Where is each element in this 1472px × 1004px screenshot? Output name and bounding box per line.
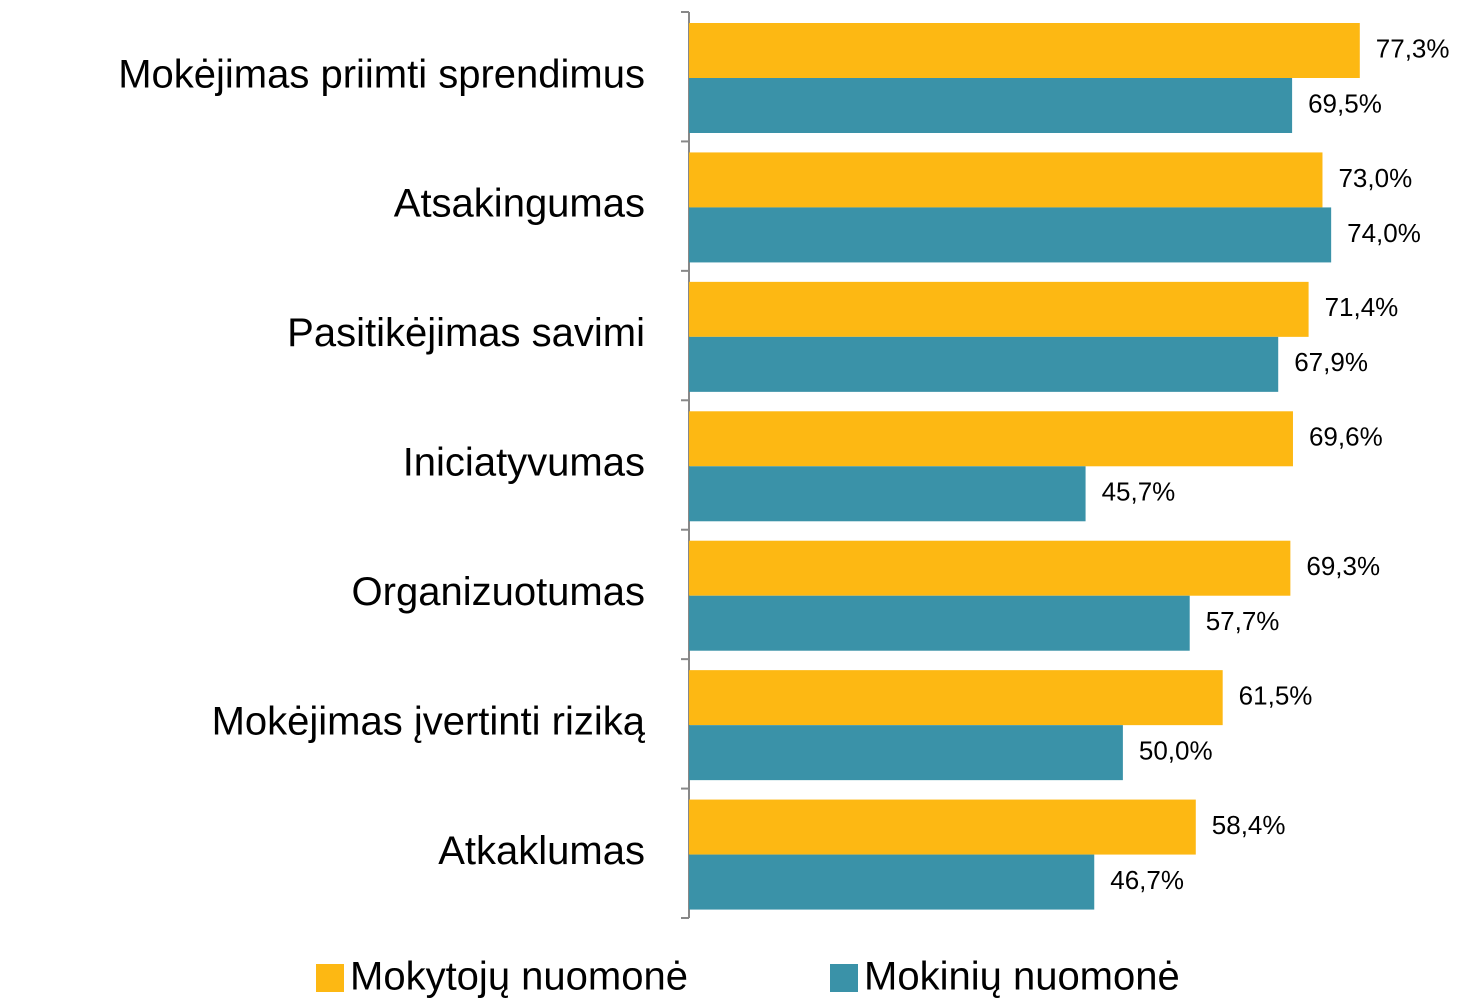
category-label: Atsakingumas [394,182,645,226]
value-label: 45,7% [1102,477,1176,507]
value-label: 69,3% [1306,551,1380,581]
value-label: 74,0% [1347,218,1421,248]
value-label: 57,7% [1206,606,1280,636]
bar [689,466,1086,522]
value-label: 58,4% [1212,810,1286,840]
category-label: Mokėjimas įvertinti riziką [212,699,646,743]
bar [689,595,1190,651]
value-label: 73,0% [1338,163,1412,193]
bar [689,540,1291,596]
category-label: Pasitikėjimas savimi [287,311,645,355]
legend-swatch [830,964,858,992]
bar [689,854,1095,910]
legend-label: Mokinių nuomonė [864,955,1180,999]
category-label: Organizuotumas [352,570,645,614]
bar [689,799,1196,855]
bar [689,670,1223,726]
value-label: 71,4% [1325,292,1399,322]
value-label: 46,7% [1110,865,1184,895]
legend-label: Mokytojų nuomonė [350,955,688,999]
value-label: 77,3% [1376,33,1450,63]
bar [689,725,1123,781]
legend-swatch [316,964,344,992]
bar [689,411,1293,467]
bar [689,207,1332,263]
value-label: 50,0% [1139,736,1213,766]
bar [689,152,1323,208]
bar [689,23,1360,78]
bar [689,78,1293,133]
bar [689,336,1279,392]
value-label: 69,5% [1308,88,1382,118]
category-label: Mokėjimas priimti sprendimus [118,52,645,96]
category-label: Atkaklumas [438,829,645,873]
value-label: 67,9% [1294,347,1368,377]
category-label: Iniciatyvumas [403,441,645,485]
bar [689,281,1309,337]
value-label: 69,6% [1309,422,1383,452]
value-label: 61,5% [1239,681,1313,711]
